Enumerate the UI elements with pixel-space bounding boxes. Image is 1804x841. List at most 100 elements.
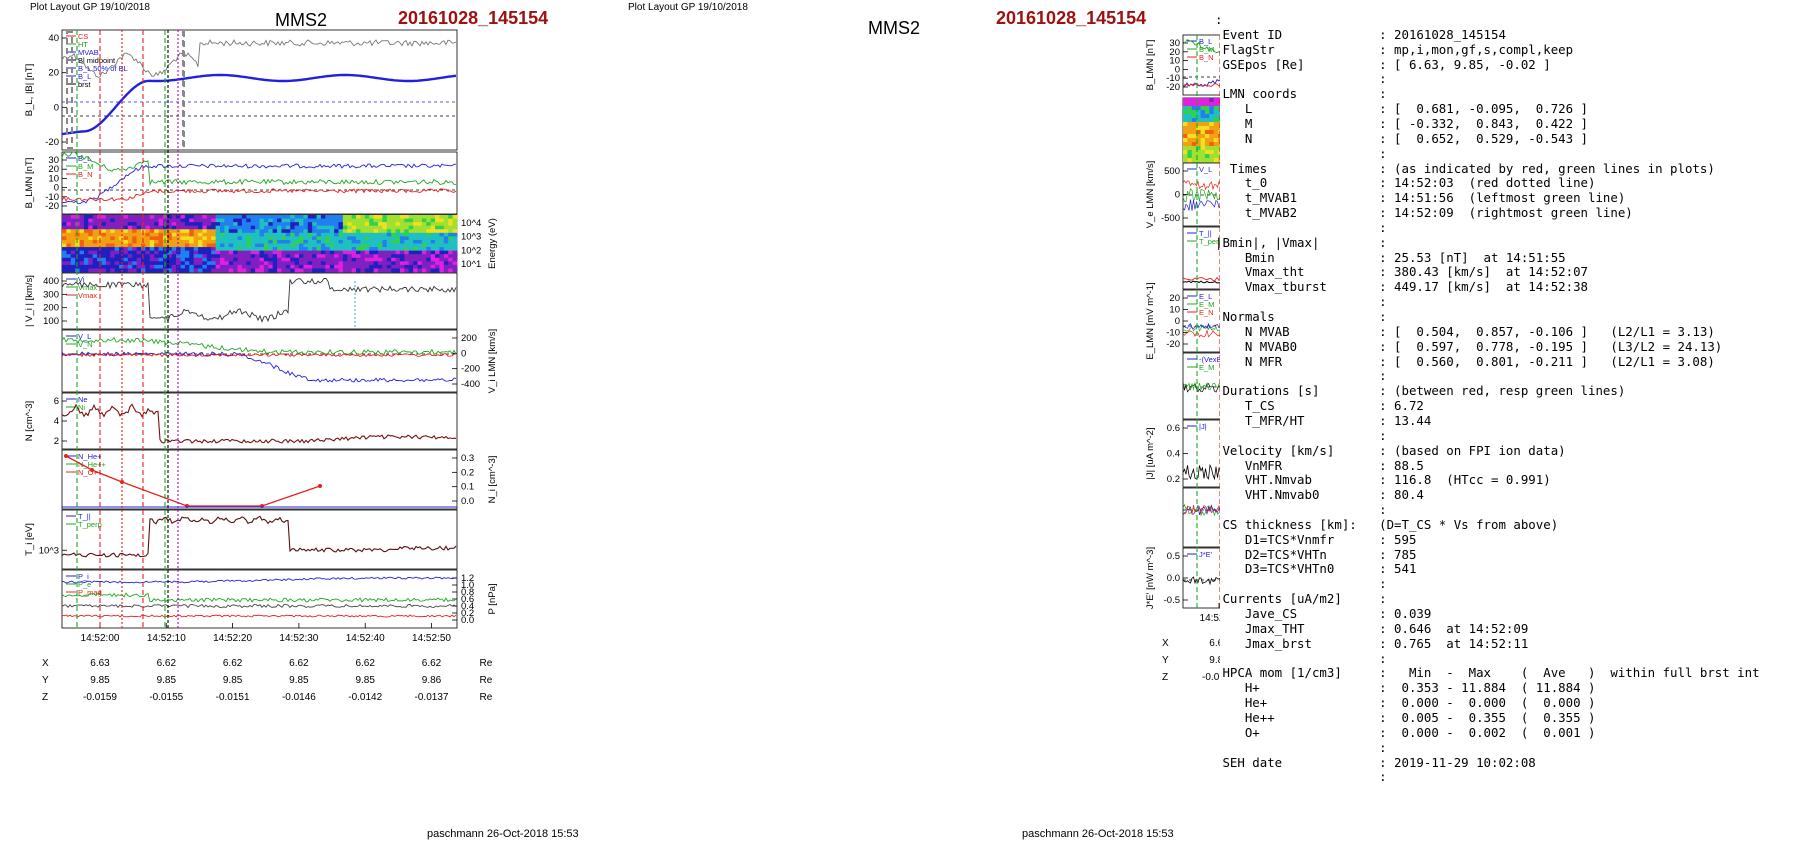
spectrogram-cell	[391, 261, 396, 266]
spectrogram-cell	[421, 222, 427, 227]
spectrogram-cell	[435, 264, 440, 269]
spectrogram-cell	[220, 239, 225, 244]
spectrogram-cell	[334, 218, 339, 223]
spectrogram-cell	[171, 243, 177, 248]
spectrogram-cell	[83, 229, 89, 234]
spectrogram-cell	[399, 257, 405, 262]
spectrogram-cell	[101, 254, 107, 259]
spectrogram-cell	[342, 247, 348, 252]
spectrogram-cell	[1191, 134, 1197, 139]
spectrogram-cell	[79, 254, 85, 259]
spectrogram-cell	[299, 239, 304, 244]
spectrogram-cell	[408, 215, 414, 219]
spectrogram-cell	[430, 239, 436, 244]
spectrogram-cell	[268, 268, 274, 273]
spectrogram-cell	[408, 239, 414, 244]
spectrogram-cell	[303, 239, 309, 244]
spectrogram-cell	[119, 250, 124, 255]
spectrogram-cell	[316, 232, 322, 237]
spectrogram-cell	[356, 250, 361, 255]
spectrogram-cell	[294, 229, 300, 234]
spectrogram-cell	[408, 218, 414, 223]
spectrogram-cell	[1183, 106, 1188, 111]
spectrogram-cell	[1204, 150, 1210, 155]
spectrogram-cell	[426, 243, 432, 248]
spectrogram-cell	[399, 254, 405, 259]
spectrogram-cell	[75, 261, 80, 266]
spectrogram-cell	[180, 225, 186, 230]
spectrogram-cell	[413, 222, 418, 227]
spectrogram-cell	[391, 222, 396, 227]
spectrogram-cell	[88, 247, 94, 252]
spectrogram-cell	[105, 225, 111, 230]
spectrogram-cell	[233, 229, 238, 234]
spectrogram-cell	[329, 225, 335, 230]
y-tick-label: -0.5	[1164, 595, 1180, 606]
spectrogram-cell	[452, 268, 458, 273]
spectrogram-cell	[228, 268, 234, 273]
spectrogram-cell	[167, 261, 173, 266]
spectrogram-cell	[127, 268, 133, 273]
spectrogram-cell	[303, 218, 309, 223]
spectrogram-cell	[338, 264, 344, 269]
spectrogram-cell	[329, 232, 335, 237]
position-value: 9.86	[422, 675, 442, 686]
spectrogram-cell	[1204, 158, 1210, 163]
spectrogram-cell	[303, 243, 309, 248]
spectrogram-cell	[141, 218, 146, 223]
spectrogram-cell	[66, 232, 72, 237]
spectrogram-cell	[110, 264, 116, 269]
spectrogram-cell	[430, 264, 436, 269]
spectrogram-cell	[421, 261, 427, 266]
legend-entry: E_M	[1199, 363, 1214, 372]
spectrogram-cell	[83, 218, 89, 223]
spectrogram-cell	[329, 254, 335, 259]
spectrogram-cell	[1213, 110, 1219, 115]
spectrogram-cell	[373, 243, 379, 248]
spectrogram-cell	[399, 268, 405, 273]
y-tick-label: 0	[54, 183, 59, 194]
spectrogram-cell	[167, 225, 173, 230]
spectrogram-cell	[136, 247, 142, 252]
legend-entry: MVAB	[78, 48, 99, 57]
spectrogram-cell	[373, 232, 379, 237]
spectrogram-cell	[171, 257, 177, 262]
spectrogram-cell	[250, 215, 256, 219]
spectrogram-cell	[408, 236, 414, 241]
spectrogram-cell	[114, 236, 120, 241]
spectrogram-cell	[281, 254, 287, 259]
spectrogram-cell	[127, 239, 133, 244]
spectrogram-cell	[334, 247, 339, 252]
spectrogram-cell	[395, 268, 401, 273]
y-tick-label: 0.3	[461, 453, 474, 464]
spectrogram-cell	[307, 261, 313, 266]
y-axis-label: N [cm^-3]	[24, 401, 35, 441]
spectrogram-cell	[347, 250, 353, 255]
spectrogram-cell	[259, 268, 265, 273]
legend-entry: V_L	[78, 332, 91, 341]
spectrogram-cell	[386, 232, 392, 237]
spectrogram-cell	[127, 243, 133, 248]
spectrogram-cell	[413, 215, 418, 219]
spectrogram-cell	[158, 243, 164, 248]
spectrogram-cell	[316, 268, 322, 273]
spectrogram-cell	[241, 264, 247, 269]
spectrogram-cell	[334, 264, 339, 269]
spectrogram-cell	[382, 254, 388, 259]
spectrogram-cell	[452, 232, 458, 237]
spectrogram-cell	[83, 225, 89, 230]
spectrogram-cell	[1191, 118, 1197, 123]
spectrogram-cell	[338, 268, 344, 273]
spectrogram-cell	[382, 225, 388, 230]
spectrogram-cell	[316, 225, 322, 230]
spectrogram-cell	[325, 232, 331, 237]
spectrogram-cell	[272, 268, 278, 273]
spectrogram-cell	[105, 218, 111, 223]
spectrogram-cell	[338, 257, 344, 262]
spectrogram-cell	[369, 215, 375, 219]
spectrogram-cell	[132, 222, 138, 227]
spectrogram-cell	[75, 232, 80, 237]
spectrogram-cell	[1196, 146, 1201, 151]
spectrogram-cell	[435, 218, 440, 223]
